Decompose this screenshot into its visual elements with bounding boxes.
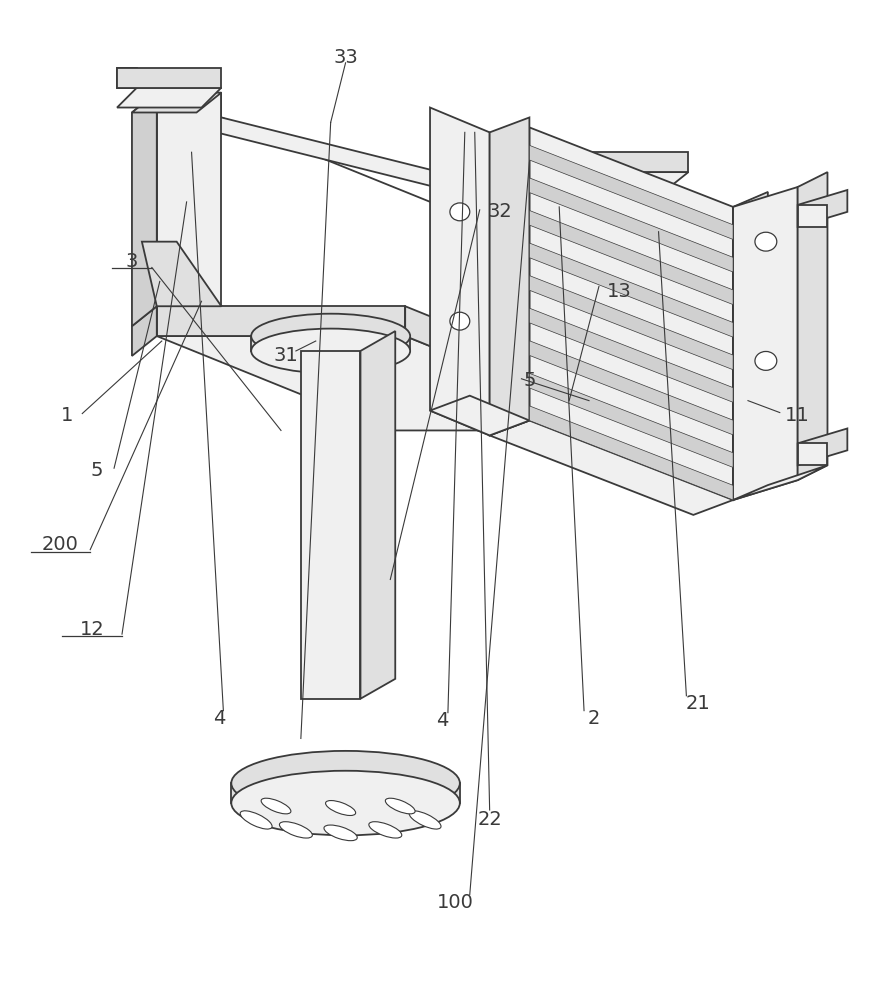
- Ellipse shape: [251, 329, 410, 373]
- Text: 1: 1: [61, 406, 74, 425]
- Ellipse shape: [324, 825, 357, 841]
- Text: 11: 11: [786, 406, 810, 425]
- Text: 100: 100: [436, 893, 474, 912]
- Ellipse shape: [231, 771, 460, 835]
- Text: 4: 4: [213, 709, 226, 728]
- Polygon shape: [798, 205, 827, 227]
- Text: 31: 31: [274, 346, 298, 365]
- Polygon shape: [529, 276, 733, 370]
- Text: 13: 13: [607, 282, 631, 301]
- Polygon shape: [489, 117, 529, 435]
- Polygon shape: [142, 242, 222, 306]
- Polygon shape: [549, 371, 639, 430]
- Polygon shape: [574, 182, 664, 202]
- Polygon shape: [132, 93, 156, 326]
- Polygon shape: [733, 465, 827, 500]
- Polygon shape: [574, 202, 639, 430]
- Polygon shape: [117, 68, 222, 88]
- Polygon shape: [489, 421, 733, 515]
- Polygon shape: [430, 396, 529, 435]
- Text: 32: 32: [488, 202, 512, 221]
- Text: 22: 22: [477, 810, 502, 829]
- Polygon shape: [529, 341, 733, 435]
- Polygon shape: [156, 93, 222, 117]
- Ellipse shape: [385, 798, 415, 814]
- Polygon shape: [733, 192, 768, 500]
- Polygon shape: [529, 243, 733, 337]
- Polygon shape: [529, 145, 733, 239]
- Ellipse shape: [326, 801, 355, 815]
- Text: 33: 33: [333, 48, 358, 67]
- Polygon shape: [798, 172, 827, 480]
- Polygon shape: [251, 336, 410, 351]
- Polygon shape: [405, 306, 639, 430]
- Polygon shape: [117, 88, 222, 108]
- Text: 4: 4: [435, 711, 448, 730]
- Text: 5: 5: [523, 371, 535, 390]
- Polygon shape: [559, 152, 584, 172]
- Polygon shape: [798, 428, 847, 465]
- Polygon shape: [117, 68, 137, 88]
- Polygon shape: [733, 187, 798, 500]
- Polygon shape: [639, 182, 664, 430]
- Polygon shape: [156, 336, 639, 430]
- Ellipse shape: [280, 822, 312, 838]
- Ellipse shape: [450, 312, 470, 330]
- Ellipse shape: [231, 751, 460, 815]
- Polygon shape: [529, 308, 733, 402]
- Polygon shape: [798, 190, 847, 227]
- Ellipse shape: [450, 203, 470, 221]
- Ellipse shape: [251, 314, 410, 358]
- Polygon shape: [559, 152, 688, 172]
- Polygon shape: [132, 93, 222, 112]
- Ellipse shape: [755, 232, 777, 251]
- Ellipse shape: [368, 822, 401, 838]
- Polygon shape: [529, 178, 733, 272]
- Polygon shape: [798, 443, 827, 465]
- Text: 3: 3: [126, 252, 138, 271]
- Polygon shape: [529, 127, 733, 500]
- Text: 12: 12: [80, 620, 104, 639]
- Polygon shape: [430, 108, 489, 435]
- Ellipse shape: [240, 811, 272, 829]
- Polygon shape: [361, 331, 395, 699]
- Text: 21: 21: [686, 694, 711, 713]
- Text: 2: 2: [587, 709, 600, 728]
- Polygon shape: [156, 117, 639, 222]
- Polygon shape: [529, 210, 733, 305]
- Text: 5: 5: [91, 461, 103, 480]
- Ellipse shape: [755, 351, 777, 370]
- Ellipse shape: [262, 798, 291, 814]
- Polygon shape: [529, 373, 733, 467]
- Polygon shape: [301, 351, 361, 699]
- Ellipse shape: [409, 811, 441, 829]
- Polygon shape: [231, 783, 460, 803]
- Polygon shape: [156, 306, 405, 336]
- Polygon shape: [559, 172, 688, 192]
- Polygon shape: [156, 93, 222, 306]
- Text: 200: 200: [42, 535, 79, 554]
- Polygon shape: [529, 406, 733, 500]
- Polygon shape: [132, 306, 156, 356]
